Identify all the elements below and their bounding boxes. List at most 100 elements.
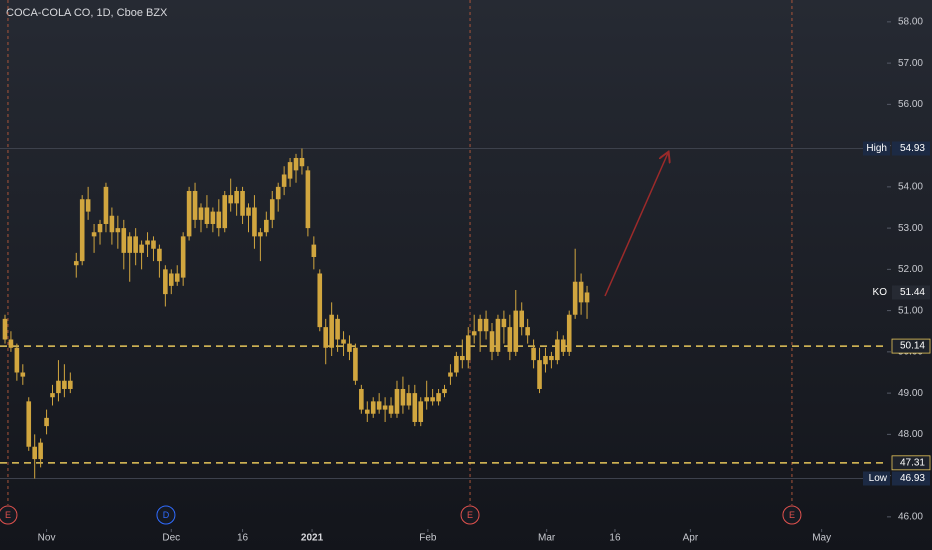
candle-body: [145, 240, 150, 245]
candle-body: [442, 388, 447, 394]
candle-body: [448, 372, 453, 377]
level-label-box: [891, 338, 931, 354]
candle-body: [258, 232, 263, 237]
candle-body: [157, 248, 162, 262]
candle-body: [269, 199, 275, 220]
candle-body: [560, 339, 566, 352]
candle-body: [198, 207, 204, 220]
price-name: High: [866, 143, 887, 154]
candle-body: [222, 195, 228, 229]
y-tick-label: 54.00: [898, 182, 923, 193]
x-tick-label: Feb: [419, 533, 437, 544]
candle-body: [311, 244, 317, 257]
candle-body: [85, 199, 91, 212]
candle-body: [8, 339, 14, 348]
candle-body: [192, 190, 198, 220]
x-tick-label: 2021: [301, 533, 324, 544]
candle-body: [180, 236, 186, 278]
candle-body: [418, 401, 424, 422]
y-tick-label: 57.00: [898, 58, 923, 69]
candle-body: [572, 281, 578, 315]
price-name: KO: [873, 287, 888, 298]
x-tick-label: 16: [609, 533, 621, 544]
candle-body: [20, 372, 26, 377]
candle-body: [216, 211, 222, 229]
trend-arrow: [604, 153, 668, 297]
y-tick-label: 49.00: [898, 388, 923, 399]
candle-body: [168, 273, 174, 286]
x-tick-label: May: [812, 533, 831, 544]
candle-body: [62, 380, 67, 389]
candle-body: [317, 273, 323, 328]
candle-body: [163, 269, 168, 295]
event-marker: [782, 505, 802, 525]
event-marker: [156, 505, 176, 525]
x-tick-label: Nov: [38, 533, 56, 544]
candle-body: [513, 310, 519, 352]
x-tick-label: Mar: [538, 533, 556, 544]
y-tick-label: 48.00: [898, 429, 923, 440]
candle-body: [38, 442, 43, 460]
candle-body: [44, 417, 49, 427]
candle-body: [549, 355, 554, 361]
candle-body: [400, 388, 406, 406]
candle-body: [240, 190, 245, 216]
candle-body: [252, 207, 257, 237]
candle-body: [281, 174, 287, 187]
price-name: Low: [869, 473, 888, 484]
x-tick-label: Apr: [683, 533, 699, 544]
price-value-box: [892, 471, 930, 486]
candle-body: [353, 347, 358, 381]
price-value: 46.93: [900, 473, 925, 484]
candle-body: [50, 393, 55, 398]
candle-body: [32, 446, 37, 460]
candle-body: [531, 347, 536, 361]
candle-body: [519, 310, 525, 328]
y-tick-label: 56.00: [898, 99, 923, 110]
candle-body: [228, 195, 233, 204]
candle-body: [376, 401, 382, 410]
y-tick-label: 58.00: [898, 17, 923, 28]
event-label: E: [467, 510, 473, 520]
candle-body: [151, 240, 156, 249]
candle-body: [287, 162, 293, 179]
candle-body: [305, 170, 311, 229]
candle-body: [186, 190, 192, 237]
x-tick-label: 16: [237, 533, 249, 544]
candle-body: [174, 273, 180, 282]
candle-body: [293, 157, 299, 171]
event-marker: [0, 505, 18, 525]
candle-body: [364, 409, 370, 414]
candle-body: [359, 388, 364, 410]
y-tick-label: 53.00: [898, 223, 923, 234]
level-label: 47.31: [900, 457, 925, 468]
candle-body: [489, 331, 495, 352]
y-tick-label: 51.00: [898, 305, 923, 316]
candle-body: [465, 335, 471, 361]
candle-body: [68, 380, 73, 389]
candle-body: [2, 318, 8, 340]
candle-body: [406, 393, 412, 406]
candle-body: [584, 292, 590, 303]
level-label: 50.14: [900, 341, 925, 352]
y-tick-label: 46.00: [898, 512, 923, 523]
price-name-box: [863, 141, 890, 156]
candle-body: [14, 347, 20, 373]
candle-body: [323, 327, 329, 348]
candle-body: [454, 355, 459, 373]
candle-body: [115, 228, 121, 233]
candle-body: [537, 360, 542, 389]
candle-body: [73, 261, 79, 266]
price-value: 54.93: [900, 143, 925, 154]
candle-body: [436, 393, 441, 402]
event-label: D: [163, 510, 170, 520]
candle-body: [507, 327, 513, 352]
candle-body: [299, 157, 305, 167]
candle-body: [210, 211, 216, 224]
candle-body: [388, 405, 394, 414]
price-value-box: [892, 285, 930, 300]
level-label-box: [891, 455, 931, 471]
candle-body: [382, 405, 388, 410]
